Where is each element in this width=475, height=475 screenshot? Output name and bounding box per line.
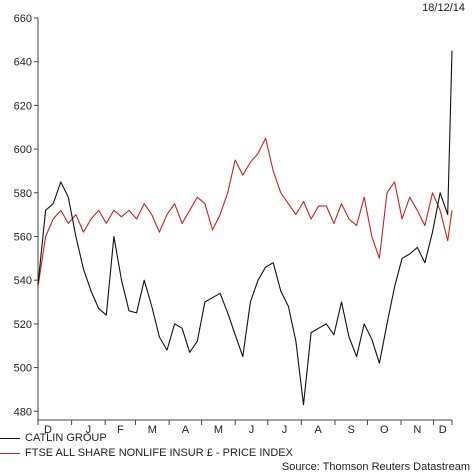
legend-swatch-series-1 <box>0 437 20 439</box>
legend-label-series-2: FTSE ALL SHARE NONLIFE INSUR £ - PRICE I… <box>25 447 293 459</box>
legend-item-series-1: CATLIN GROUP <box>0 432 107 444</box>
x-tick-label: J <box>249 424 255 436</box>
y-tick-label: 660 <box>14 13 32 25</box>
series-lines <box>37 50 453 406</box>
x-tick-label: D <box>44 424 52 436</box>
x-tick-label: A <box>182 424 190 436</box>
legend-label-series-1: CATLIN GROUP <box>25 432 107 444</box>
x-tick-label: S <box>348 424 355 436</box>
source-note: Source: Thomson Reuters Datastream <box>281 461 470 473</box>
y-tick-label: 640 <box>14 57 32 69</box>
legend-item-series-2: FTSE ALL SHARE NONLIFE INSUR £ - PRICE I… <box>0 447 293 459</box>
y-tick-label: 500 <box>14 363 32 375</box>
y-tick-label: 620 <box>14 100 32 112</box>
x-tick-label: F <box>117 424 124 436</box>
x-tick-label: N <box>413 424 421 436</box>
chart-date: 18/12/14 <box>422 2 465 14</box>
y-tick-label: 540 <box>14 275 32 287</box>
y-tick-label: 580 <box>14 188 32 200</box>
series-line-2 <box>37 137 453 287</box>
x-tick-label: O <box>380 424 389 436</box>
x-tick-label: D <box>439 424 447 436</box>
legend-swatch-series-2 <box>0 452 20 454</box>
series-line-1 <box>37 50 453 406</box>
y-tick-label: 480 <box>14 406 32 418</box>
x-tick-label: M <box>148 424 157 436</box>
y-axis: 480 500 520 540 560 580 600 620 640 660 <box>14 13 39 420</box>
x-tick-label: J <box>282 424 288 436</box>
y-tick-label: 520 <box>14 319 32 331</box>
x-tick-label: J <box>86 424 92 436</box>
x-tick-label: A <box>314 424 322 436</box>
x-tick-label: M <box>214 424 223 436</box>
y-tick-label: 600 <box>14 144 32 156</box>
y-tick-label: 560 <box>14 231 32 243</box>
